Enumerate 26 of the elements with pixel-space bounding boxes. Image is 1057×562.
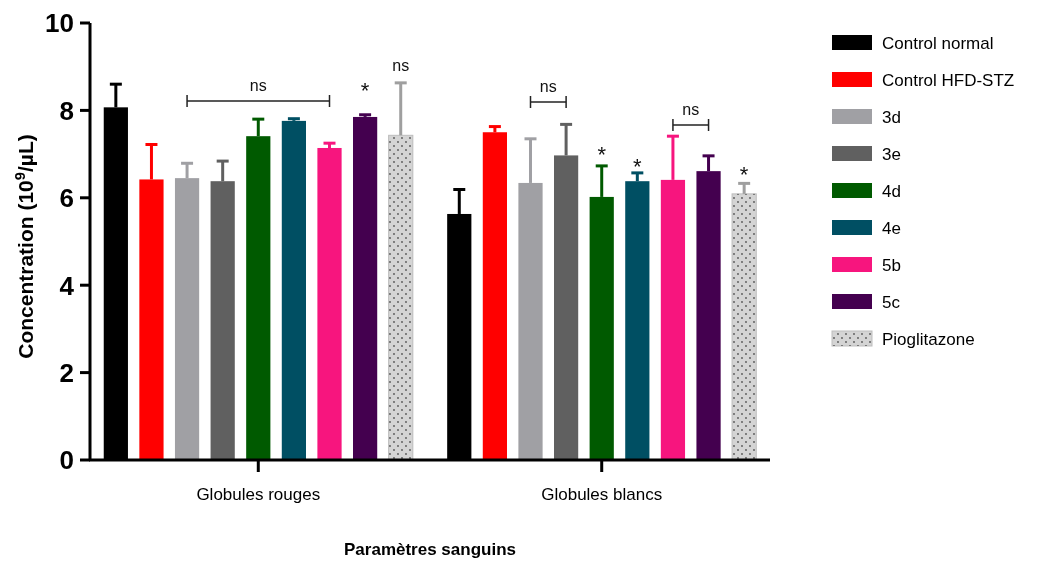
y-tick-label: 8 [59, 95, 74, 126]
annotation: * [597, 142, 607, 167]
y-tick-label: 10 [45, 8, 74, 39]
y-tick-label: 0 [59, 445, 74, 476]
annotation: * [739, 162, 749, 187]
annotation: ns [682, 101, 700, 118]
legend-label: Control normal [882, 34, 994, 54]
annotation: ns [249, 77, 267, 94]
legend-label: 4d [882, 182, 901, 202]
legend-label: 3d [882, 108, 901, 128]
y-tick-label: 6 [59, 183, 74, 214]
legend-label: Control HFD-STZ [882, 71, 1015, 91]
annotation: ns [539, 78, 557, 95]
annotation: ns [392, 57, 410, 74]
y-tick-label: 2 [59, 357, 74, 388]
x-tick-label: Globules blancs [541, 485, 663, 504]
legend-label: 4e [882, 219, 901, 239]
legend-label: 3e [882, 145, 901, 165]
annotation: * [360, 78, 370, 103]
x-tick-label: Globules rouges [196, 485, 321, 504]
x-axis-title: Paramètres sanguins [344, 540, 516, 559]
legend-label: 5c [882, 293, 901, 313]
y-tick-label: 4 [59, 270, 75, 301]
legend-label: 5b [882, 256, 901, 276]
legend-label: Pioglitazone [882, 330, 975, 350]
annotation: * [633, 154, 643, 179]
